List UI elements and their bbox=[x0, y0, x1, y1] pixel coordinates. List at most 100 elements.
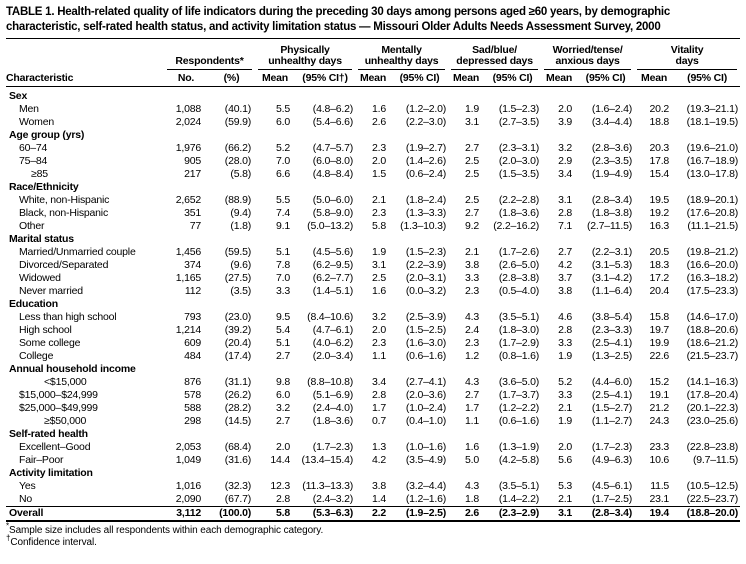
table-row: Fair–Poor 1,049 (31.6) 14.4 (13.4–15.4) 4.2 (3… bbox=[6, 454, 740, 467]
table-body: Sex Men 1,088 (40.1) 5.5 (4.8–6.2) 1.6 (1.2–2.0… bbox=[6, 87, 741, 522]
cell-mean: 2.3 bbox=[372, 337, 387, 349]
cell-mean: 1.9 bbox=[558, 415, 573, 427]
table-row: Other 77 (1.8) 9.1 (5.0–13.2) 5.8 (1.3–10.3) 9.… bbox=[6, 220, 740, 233]
cell-mean: 2.1 bbox=[372, 194, 387, 206]
cell-ci: (2.0–3.6) bbox=[405, 389, 447, 401]
cell-mean: 15.2 bbox=[649, 376, 670, 388]
cell-mean: 3.1 bbox=[465, 116, 480, 128]
cell-ci: (2.7–11.5) bbox=[586, 220, 633, 232]
cell-mean: 1.9 bbox=[372, 246, 387, 258]
cell-no: 1,049 bbox=[175, 454, 201, 466]
table-row: 75–84 905 (28.0) 7.0 (6.0–8.0) 2.0 (1.4–2.6) 2.… bbox=[6, 155, 740, 168]
cell-no: 1,456 bbox=[175, 246, 201, 258]
table-row: High school 1,214 (39.2) 5.4 (4.7–6.1) 2.0 (1.… bbox=[6, 324, 740, 337]
section-header-row: Self-rated health bbox=[6, 428, 740, 441]
cell-pct: (5.8) bbox=[230, 168, 252, 180]
table-row: Women 2,024 (59.9) 6.0 (5.4–6.6) 2.6 (2.2–3.0)… bbox=[6, 116, 740, 129]
cell-ci: (19.3–21.1) bbox=[686, 103, 739, 115]
cell-mean: 7.1 bbox=[558, 220, 573, 232]
cell-ci: (19.8–21.2) bbox=[686, 246, 739, 258]
cell-mean: 3.3 bbox=[276, 285, 291, 297]
cell-ci: (1.4–2.6) bbox=[405, 155, 447, 167]
cell-ci: (1.7–2.9) bbox=[498, 337, 540, 349]
section-label: Activity limitation bbox=[9, 467, 93, 479]
cell-ci: (0.6–1.6) bbox=[498, 415, 540, 427]
footnote-sample-size: *Sample size includes all respondents wi… bbox=[6, 521, 324, 536]
cell-ci: (9.7–11.5) bbox=[693, 454, 739, 466]
row-label: 75–84 bbox=[19, 155, 48, 167]
cell-pct: (1.8) bbox=[230, 220, 252, 232]
dagger-marker: † bbox=[6, 533, 11, 543]
table-row: $15,000–$24,999 578 (26.2) 6.0 (5.1–6.9) 2.8 (… bbox=[6, 389, 740, 402]
asterisk-marker: * bbox=[6, 521, 10, 531]
cell-mean: 2.0 bbox=[276, 441, 291, 453]
cell-ci: (4.5–6.1) bbox=[591, 480, 633, 492]
section-label: Age group (yrs) bbox=[9, 129, 85, 141]
cell-ci: (18.8–20.6) bbox=[686, 324, 739, 336]
cell-ci: (17.8–20.4) bbox=[686, 389, 739, 401]
cell-ci: (1.9–4.9) bbox=[591, 168, 633, 180]
cell-mean: 20.5 bbox=[649, 246, 670, 258]
table-row: No 2,090 (67.7) 2.8 (2.4–3.2) 1.4 (1.2–1.6) 1.8… bbox=[6, 493, 740, 507]
cell-no: 578 bbox=[184, 389, 201, 401]
cell-ci: (1.7–2.3) bbox=[312, 441, 354, 453]
cell-ci: (4.5–5.6) bbox=[312, 246, 354, 258]
cell-no: 217 bbox=[184, 168, 201, 180]
cell-mean: 3.3 bbox=[465, 272, 480, 284]
cell-pct: (32.3) bbox=[224, 480, 252, 492]
cell-ci: (2.8–3.4) bbox=[577, 506, 635, 522]
cell-mean: 2.7 bbox=[465, 207, 480, 219]
cell-ci: (2.5–4.1) bbox=[591, 389, 633, 401]
cell-ci: (1.6–2.4) bbox=[591, 103, 633, 115]
cell-ci: (0.5–4.0) bbox=[498, 285, 540, 297]
cell-ci: (6.0–8.0) bbox=[312, 155, 354, 167]
cell-mean: 2.7 bbox=[465, 389, 480, 401]
cell-pct: (31.1) bbox=[224, 376, 252, 388]
subheader-ci-1: (95% CI†) bbox=[295, 70, 356, 87]
cell-mean: 2.5 bbox=[465, 155, 480, 167]
cell-pct: (66.2) bbox=[224, 142, 252, 154]
section-header-row: Age group (yrs) bbox=[6, 129, 740, 142]
subheader-mean-2: Mean bbox=[355, 70, 392, 87]
subheader-mean-3: Mean bbox=[448, 70, 485, 87]
row-label: Less than high school bbox=[19, 311, 117, 323]
table-title: TABLE 1. Health-related quality of life … bbox=[6, 5, 740, 39]
cell-mean: 2.7 bbox=[276, 415, 291, 427]
cell-pct: (59.9) bbox=[224, 116, 252, 128]
cell-mean: 3.8 bbox=[558, 285, 573, 297]
table-row: Excellent–Good 2,053 (68.4) 2.0 (1.7–2.3) 1.3… bbox=[6, 441, 740, 454]
cell-mean: 1.9 bbox=[558, 350, 573, 362]
cell-ci: (23.0–25.6) bbox=[686, 415, 739, 427]
cell-mean: 0.7 bbox=[372, 415, 387, 427]
row-label: Divorced/Separated bbox=[19, 259, 109, 271]
col-group-sad-blue-depressed-days: Sad/blue/ depressed days bbox=[448, 39, 541, 70]
row-label: College bbox=[19, 350, 54, 362]
cell-mean: 2.3 bbox=[465, 337, 480, 349]
cell-mean: 1.5 bbox=[372, 168, 387, 180]
cell-pct: (3.5) bbox=[230, 285, 252, 297]
cell-ci: (3.8–5.4) bbox=[591, 311, 633, 323]
cell-mean: 2.5 bbox=[465, 168, 480, 180]
col-group-vitality-days: Vitality days bbox=[634, 39, 740, 70]
cell-ci: (18.6–21.2) bbox=[686, 337, 739, 349]
cell-ci: (1.1–2.7) bbox=[591, 415, 633, 427]
row-label: Some college bbox=[19, 337, 81, 349]
subheader-no: No. bbox=[164, 70, 208, 87]
col-group-respondents: Respondents* bbox=[164, 39, 255, 70]
cell-mean: 3.4 bbox=[558, 168, 573, 180]
cell-mean: 9.2 bbox=[465, 220, 480, 232]
cell-no: 374 bbox=[184, 259, 201, 271]
cell-ci: (3.5–5.1) bbox=[498, 480, 540, 492]
cell-ci: (21.5–23.7) bbox=[686, 350, 739, 362]
cell-mean: 19.5 bbox=[649, 194, 670, 206]
row-label: High school bbox=[19, 324, 72, 336]
cell-ci: (1.4–5.1) bbox=[312, 285, 354, 297]
col-group-physically-unhealthy-days: Physically unhealthy days bbox=[255, 39, 355, 70]
cell-mean: 2.7 bbox=[558, 246, 573, 258]
subheader-ci-3: (95% CI) bbox=[484, 70, 542, 87]
row-label: Excellent–Good bbox=[19, 441, 91, 453]
cell-no: 3,112 bbox=[164, 506, 208, 522]
row-label: Black, non-Hispanic bbox=[19, 207, 108, 219]
cell-mean: 2.8 bbox=[372, 389, 387, 401]
cell-pct: (14.5) bbox=[224, 415, 252, 427]
